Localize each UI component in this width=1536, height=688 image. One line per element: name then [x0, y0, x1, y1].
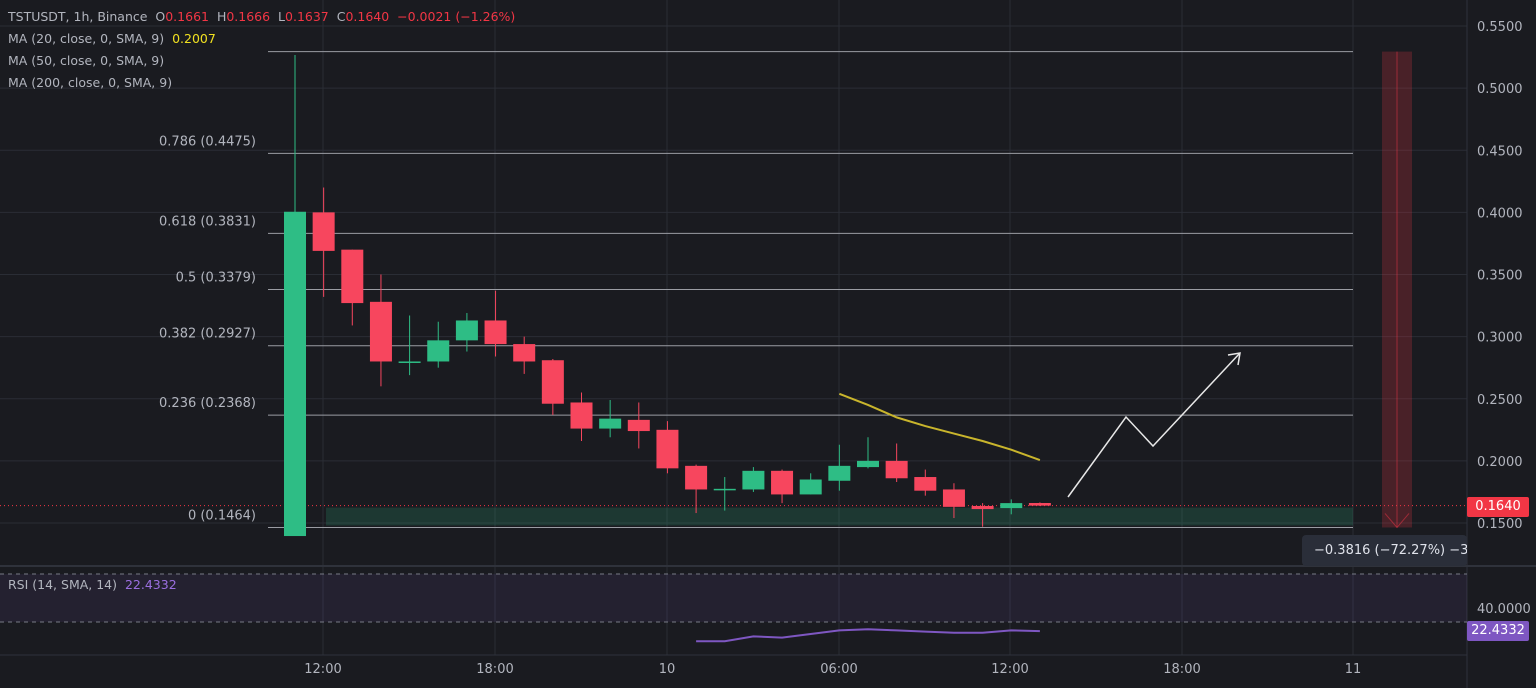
- rsi-line: [696, 628, 1040, 643]
- candle-body: [885, 460, 908, 479]
- candle-body: [1000, 503, 1023, 509]
- x-tick-label: 12:00: [304, 662, 341, 677]
- candle-body: [799, 479, 822, 495]
- ma50-label: MA (50, close, 0, SMA, 9): [8, 53, 165, 68]
- y-tick-label: 0.1500: [1477, 517, 1523, 532]
- candle-body: [599, 418, 622, 429]
- ma20-line: [838, 392, 1041, 461]
- candle-body: [427, 340, 450, 362]
- rsi-legend[interactable]: RSI (14, SMA, 14) 22.4332: [8, 577, 177, 592]
- projection-arrow: [1067, 352, 1241, 498]
- candle-body: [771, 470, 794, 495]
- x-tick-label: 11: [1345, 662, 1362, 677]
- x-tick-label: 06:00: [820, 662, 857, 677]
- rsi-value-badge: 22.4332: [1467, 621, 1529, 641]
- y-tick-label: 0.4500: [1477, 144, 1523, 159]
- candle-body: [570, 402, 593, 429]
- ma200-label: MA (200, close, 0, SMA, 9): [8, 75, 173, 90]
- y-tick-label: 0.4000: [1477, 206, 1523, 221]
- candle-body: [828, 465, 851, 481]
- support-zone: [326, 507, 1353, 526]
- candle-body: [398, 361, 421, 363]
- ma200-legend[interactable]: MA (200, close, 0, SMA, 9): [8, 75, 172, 90]
- ma50-legend[interactable]: MA (50, close, 0, SMA, 9): [8, 53, 164, 68]
- candle-body: [971, 505, 994, 510]
- rsi-axis-label: 40.0000: [1477, 602, 1531, 617]
- measure-arrow-head: [1384, 513, 1410, 529]
- fib-level-label: 0.786 (0.4475): [159, 134, 256, 149]
- fib-level-label: 0.236 (0.2368): [159, 396, 256, 411]
- x-tick-label: 18:00: [476, 662, 513, 677]
- candle-body: [341, 249, 364, 304]
- symbol-legend: TSTUSDT, 1h, Binance O0.1661 H0.1666 L0.…: [8, 9, 515, 24]
- high-label: H: [216, 9, 227, 24]
- candle-body: [541, 360, 564, 404]
- open-value: 0.1661: [165, 9, 209, 24]
- y-tick-label: 0.3000: [1477, 331, 1523, 346]
- candle-body: [742, 470, 765, 490]
- candle-body: [857, 460, 879, 468]
- x-tick-label: 18:00: [1163, 662, 1200, 677]
- ma20-legend[interactable]: MA (20, close, 0, SMA, 9) 0.2007: [8, 31, 216, 46]
- candle-body: [284, 211, 306, 537]
- open-label: O: [155, 9, 166, 24]
- last-price-badge: 0.1640: [1467, 497, 1529, 517]
- close-value: 0.1640: [345, 9, 390, 24]
- change-value: −0.0021 (−1.26%): [397, 9, 516, 24]
- high-value: 0.1666: [226, 9, 271, 24]
- candle-body: [685, 465, 708, 490]
- candle-body: [942, 489, 965, 507]
- ma20-value: 0.2007: [172, 31, 216, 46]
- y-tick-label: 0.2500: [1477, 393, 1523, 408]
- y-tick-label: 0.3500: [1477, 269, 1523, 284]
- low-label: L: [278, 9, 286, 24]
- candle-body: [656, 429, 679, 469]
- y-tick-label: 0.2000: [1477, 455, 1523, 470]
- rsi-label: RSI (14, SMA, 14): [8, 577, 118, 592]
- rsi-band: [0, 574, 1467, 622]
- candle-body: [369, 301, 392, 362]
- close-label: C: [336, 9, 346, 24]
- candle-body: [627, 419, 650, 432]
- ma20-label: MA (20, close, 0, SMA, 9): [8, 31, 165, 46]
- candle-body: [455, 320, 478, 341]
- candle-body: [1028, 502, 1051, 506]
- candle-body: [914, 477, 937, 491]
- low-value: 0.1637: [285, 9, 329, 24]
- x-tick-label: 10: [659, 662, 676, 677]
- symbol-label: TSTUSDT, 1h, Binance: [8, 9, 148, 24]
- fib-level-label: 0.618 (0.3831): [159, 214, 256, 229]
- candle-body: [484, 320, 507, 345]
- projection-arrow-head: [1227, 352, 1241, 366]
- fib-level-label: 0.382 (0.2927): [159, 327, 256, 342]
- rsi-value: 22.4332: [124, 577, 177, 592]
- measure-tooltip: −0.3816 (−72.27%) −381: [1302, 535, 1467, 566]
- candle-body: [713, 488, 736, 491]
- candle-body: [312, 212, 335, 251]
- x-tick-label: 12:00: [991, 662, 1028, 677]
- fib-level-label: 0.5 (0.3379): [176, 271, 256, 286]
- y-tick-label: 0.5500: [1477, 20, 1523, 35]
- candle-body: [513, 344, 536, 362]
- fib-level-label: 0 (0.1464): [188, 508, 256, 523]
- y-tick-label: 0.5000: [1477, 82, 1523, 97]
